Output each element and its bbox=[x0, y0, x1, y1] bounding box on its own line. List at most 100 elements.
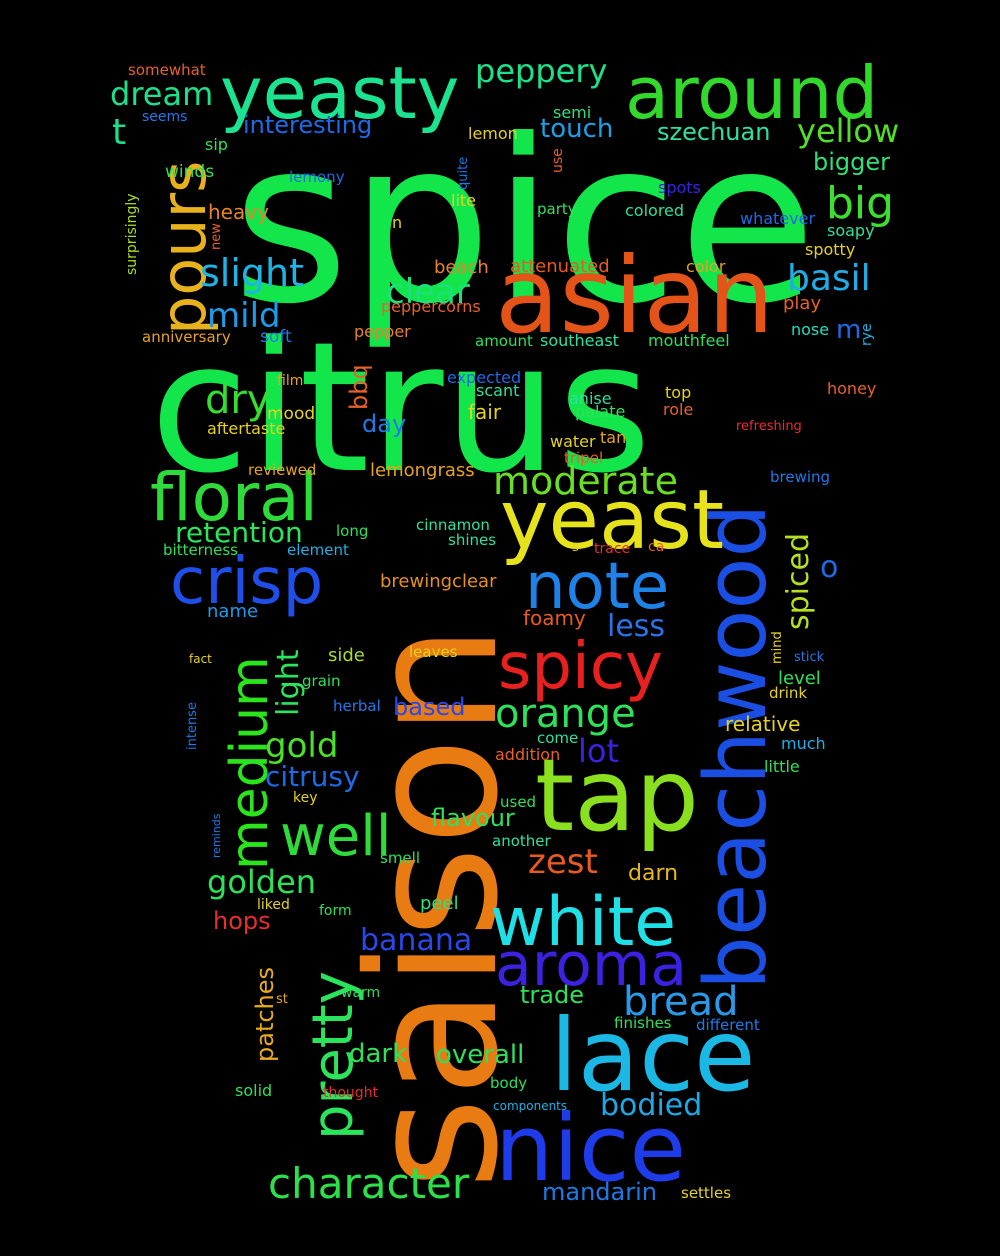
word-palate: palate bbox=[575, 402, 625, 421]
word-golden: golden bbox=[207, 863, 316, 901]
word-big: big bbox=[826, 178, 894, 229]
word-leaves: leaves bbox=[409, 643, 458, 661]
word-seems: seems bbox=[142, 109, 187, 125]
word-film: film bbox=[277, 373, 303, 389]
word-s: s bbox=[572, 540, 579, 555]
word-heavy: heavy bbox=[208, 200, 269, 224]
word-different: different bbox=[696, 1016, 760, 1034]
word-sip: sip bbox=[205, 135, 228, 154]
word-thought: thought bbox=[323, 1085, 379, 1101]
word-role: role bbox=[663, 400, 693, 419]
word-use: use bbox=[550, 148, 566, 173]
word-grain: grain bbox=[302, 672, 341, 690]
word-key: key bbox=[293, 790, 318, 806]
word-bitterness: bitterness bbox=[163, 541, 238, 559]
word-flavour: flavour bbox=[431, 804, 515, 832]
word-southeast: southeast bbox=[540, 331, 619, 350]
word-touch: touch bbox=[540, 114, 613, 144]
word-mood: mood bbox=[267, 404, 315, 424]
word-anniversary: anniversary bbox=[142, 328, 231, 346]
word-overall: overall bbox=[436, 1040, 524, 1070]
word-dark: dark bbox=[349, 1039, 407, 1069]
word-pepper: pepper bbox=[354, 322, 411, 341]
word-zest: zest bbox=[528, 842, 598, 882]
word-ca: ca bbox=[648, 539, 664, 555]
word-come: come bbox=[537, 729, 578, 747]
word-mild: mild bbox=[207, 296, 281, 336]
word-pours: pours bbox=[147, 161, 220, 335]
word-lemon: lemon bbox=[468, 124, 518, 143]
word-pretty: pretty bbox=[301, 971, 366, 1140]
word-another: another bbox=[492, 832, 551, 850]
word-nose: nose bbox=[791, 320, 829, 339]
word-trace: trace bbox=[594, 541, 630, 557]
word-refreshing: refreshing bbox=[736, 419, 802, 434]
word-less: less bbox=[607, 609, 665, 644]
word-peppercorns: peppercorns bbox=[381, 297, 481, 316]
word-character: character bbox=[268, 1159, 470, 1208]
word-color: color bbox=[686, 257, 726, 276]
word-lite: lite bbox=[451, 191, 476, 210]
word-scant: scant bbox=[476, 381, 519, 400]
word-honey: honey bbox=[827, 379, 876, 398]
word-m: m bbox=[836, 315, 861, 345]
word-element: element bbox=[287, 541, 349, 559]
word-szechuan: szechuan bbox=[657, 118, 770, 146]
word-settles: settles bbox=[681, 1184, 731, 1202]
word-addition: addition bbox=[495, 745, 560, 764]
word-spice: spice bbox=[232, 92, 817, 354]
word-whatever: whatever bbox=[740, 209, 815, 228]
word-shines: shines bbox=[448, 531, 496, 549]
word-somewhat: somewhat bbox=[128, 61, 206, 79]
word-winds: winds bbox=[165, 162, 214, 182]
word-lemony: lemony bbox=[289, 168, 345, 186]
word-yellow: yellow bbox=[797, 112, 899, 150]
word-yeast: yeast bbox=[500, 473, 724, 568]
word-n: n bbox=[392, 213, 402, 232]
word-spiced: spiced bbox=[781, 533, 816, 630]
word-tap: tap bbox=[535, 737, 699, 854]
word-liked: liked bbox=[257, 897, 290, 913]
word-well: well bbox=[280, 804, 391, 869]
word-peppery: peppery bbox=[475, 52, 607, 90]
word-herbal: herbal bbox=[333, 697, 381, 715]
word-anise: anise bbox=[569, 389, 612, 408]
word-citrus: citrus bbox=[150, 304, 651, 513]
word-patches: patches bbox=[251, 967, 279, 1062]
word-soft: soft bbox=[260, 327, 292, 347]
word-relative: relative bbox=[725, 712, 800, 736]
word-bigger: bigger bbox=[813, 148, 890, 176]
word-form: form bbox=[319, 903, 352, 919]
word-medium: medium bbox=[220, 656, 280, 870]
word-note: note bbox=[525, 550, 669, 624]
word-light: light bbox=[271, 649, 306, 716]
word-brewingclear: brewingclear bbox=[380, 571, 497, 592]
word-mandarin: mandarin bbox=[542, 1178, 657, 1206]
word-dream: dream bbox=[110, 75, 213, 113]
word-lot: lot bbox=[578, 732, 619, 770]
word-hops: hops bbox=[213, 907, 271, 935]
word-solid: solid bbox=[235, 1081, 272, 1100]
word-beach: beach bbox=[434, 257, 489, 278]
word-intense: intense bbox=[185, 702, 200, 750]
word-brewing: brewing bbox=[770, 468, 830, 486]
word-side: side bbox=[328, 645, 365, 666]
word-much: much bbox=[781, 734, 826, 753]
word-level: level bbox=[778, 668, 821, 689]
word-tan: tan bbox=[600, 428, 626, 447]
word-asian: asian bbox=[495, 235, 774, 357]
word-top: top bbox=[665, 383, 691, 402]
word-body: body bbox=[490, 1074, 527, 1092]
word-retention: retention bbox=[175, 516, 303, 549]
word-slight: slight bbox=[200, 251, 304, 295]
word-fair: fair bbox=[468, 400, 502, 424]
word-banana: banana bbox=[360, 923, 472, 958]
word-mind: mind bbox=[770, 631, 785, 664]
word-soapy: soapy bbox=[827, 221, 875, 240]
word-basil: basil bbox=[787, 258, 871, 299]
word-little: little bbox=[764, 757, 800, 776]
word-lace: lace bbox=[550, 997, 756, 1114]
word-day: day bbox=[362, 410, 406, 438]
word-clear: clear bbox=[386, 272, 470, 312]
